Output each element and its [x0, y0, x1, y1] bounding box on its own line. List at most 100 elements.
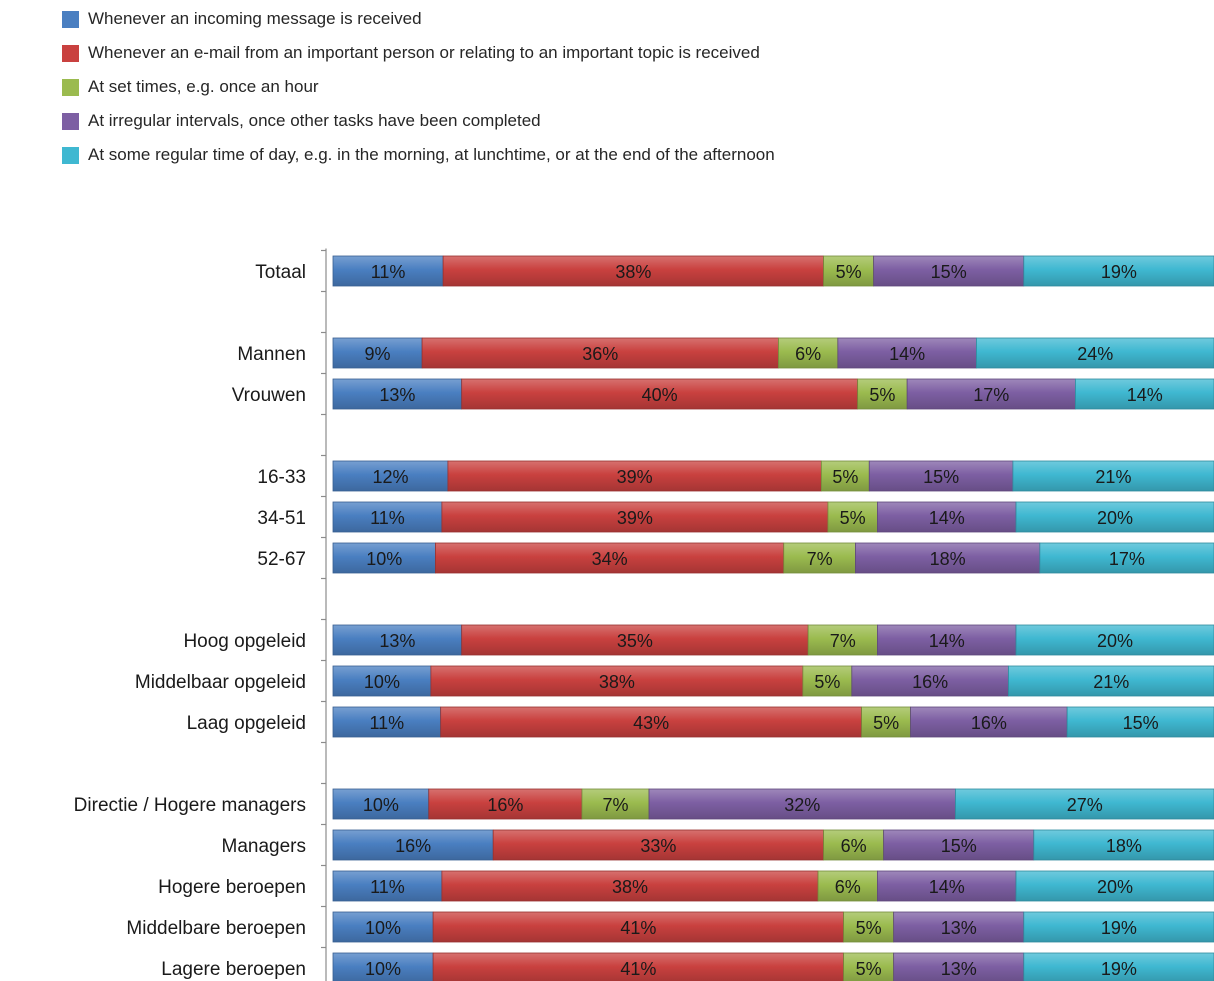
- category-label: Hoog opgeleid: [183, 631, 306, 652]
- data-label: 39%: [617, 467, 653, 487]
- data-label: 10%: [366, 549, 402, 569]
- bar-segment: [877, 624, 1017, 656]
- bar-segment: [837, 337, 977, 369]
- data-label: 10%: [365, 918, 401, 938]
- bar-segment: [1015, 501, 1214, 533]
- bar-segment: [873, 255, 1025, 287]
- data-label: 16%: [971, 713, 1007, 733]
- legend-swatch: [62, 11, 79, 28]
- data-label: 9%: [365, 344, 391, 364]
- bar-segment: [332, 501, 443, 533]
- bar-segment: [1023, 911, 1214, 943]
- bar-segment: [893, 952, 1025, 981]
- category-label: Totaal: [255, 262, 306, 283]
- bar-segment: [332, 870, 443, 902]
- chart-legend: Whenever an incoming message is received…: [62, 8, 775, 178]
- bar-segment: [1023, 255, 1214, 287]
- data-label: 11%: [371, 262, 406, 282]
- data-label: 5%: [873, 713, 899, 733]
- data-label: 19%: [1101, 918, 1137, 938]
- data-label: 13%: [379, 385, 415, 405]
- data-label: 21%: [1095, 467, 1131, 487]
- category-label: Laag opgeleid: [187, 713, 306, 734]
- bar-segment: [783, 542, 856, 574]
- bar-segment: [442, 255, 824, 287]
- legend-item: At some regular time of day, e.g. in the…: [62, 144, 775, 166]
- bar-segment: [461, 378, 859, 410]
- category-label: 16-33: [257, 467, 306, 488]
- category-label: Vrouwen: [232, 385, 306, 406]
- bar-segment: [861, 706, 911, 738]
- data-label: 18%: [1106, 836, 1142, 856]
- bar-segment: [492, 829, 824, 861]
- data-label: 35%: [617, 631, 653, 651]
- data-label: 11%: [370, 508, 405, 528]
- bar-segment: [332, 706, 442, 738]
- bar-segment: [430, 665, 804, 697]
- bar-segment: [851, 665, 1009, 697]
- data-label: 7%: [807, 549, 833, 569]
- legend-label: At some regular time of day, e.g. in the…: [88, 145, 775, 164]
- bar-segment: [910, 706, 1068, 738]
- bar-segment: [820, 460, 870, 492]
- legend-swatch: [62, 79, 79, 96]
- data-label: 13%: [941, 918, 977, 938]
- legend-item: Whenever an incoming message is received: [62, 8, 775, 30]
- bar-segment: [955, 788, 1214, 820]
- data-label: 21%: [1093, 672, 1129, 692]
- data-label: 11%: [369, 713, 404, 733]
- bar-segment: [441, 870, 819, 902]
- legend-swatch: [62, 45, 79, 62]
- category-label: Middelbare beroepen: [126, 918, 306, 939]
- data-label: 12%: [372, 467, 408, 487]
- bar-segment: [432, 911, 844, 943]
- bar-segment: [1012, 460, 1214, 492]
- bar-segment: [332, 255, 444, 287]
- bars: [332, 255, 1214, 981]
- bar-segment: [447, 460, 822, 492]
- legend-swatch: [62, 147, 79, 164]
- legend-item: At irregular intervals, once other tasks…: [62, 110, 775, 132]
- bar-segment: [823, 829, 885, 861]
- bar-segment: [906, 378, 1076, 410]
- data-label: 16%: [487, 795, 523, 815]
- data-label: 32%: [784, 795, 820, 815]
- bar-segment: [332, 337, 423, 369]
- labels: Totaal 11% 38% 5% 15% 19% Mannen 9% 36% 6% 14% 24% V…: [74, 262, 1163, 980]
- bar-segment: [332, 378, 463, 410]
- data-label: 17%: [973, 385, 1009, 405]
- legend-label: Whenever an incoming message is received: [88, 9, 422, 28]
- bar-segment: [332, 624, 463, 656]
- data-label: 38%: [612, 877, 648, 897]
- data-label: 10%: [365, 959, 401, 979]
- bar-segment: [877, 501, 1017, 533]
- bar-segment: [332, 542, 436, 574]
- data-label: 34%: [592, 549, 628, 569]
- bar-segment: [843, 952, 895, 981]
- bar-segment: [1008, 665, 1214, 697]
- bar-segment: [976, 337, 1214, 369]
- data-label: 19%: [1101, 959, 1137, 979]
- data-label: 16%: [912, 672, 948, 692]
- category-label: Lagere beroepen: [161, 959, 306, 980]
- data-label: 5%: [856, 918, 882, 938]
- bar-segment: [461, 624, 809, 656]
- data-label: 11%: [370, 877, 405, 897]
- bar-segment: [1033, 829, 1214, 861]
- data-label: 15%: [1123, 713, 1159, 733]
- data-label: 33%: [640, 836, 676, 856]
- legend-item: Whenever an e-mail from an important per…: [62, 42, 775, 64]
- data-label: 5%: [836, 262, 862, 282]
- data-label: 15%: [923, 467, 959, 487]
- data-label: 5%: [840, 508, 866, 528]
- category-label: Mannen: [237, 344, 306, 365]
- data-label: 41%: [620, 918, 656, 938]
- data-label: 14%: [1127, 385, 1163, 405]
- bar-segment: [802, 665, 853, 697]
- data-label: 10%: [363, 795, 399, 815]
- data-label: 40%: [642, 385, 678, 405]
- category-label: Directie / Hogere managers: [74, 795, 306, 816]
- data-label: 14%: [889, 344, 925, 364]
- data-label: 5%: [832, 467, 858, 487]
- bar-segment: [332, 460, 449, 492]
